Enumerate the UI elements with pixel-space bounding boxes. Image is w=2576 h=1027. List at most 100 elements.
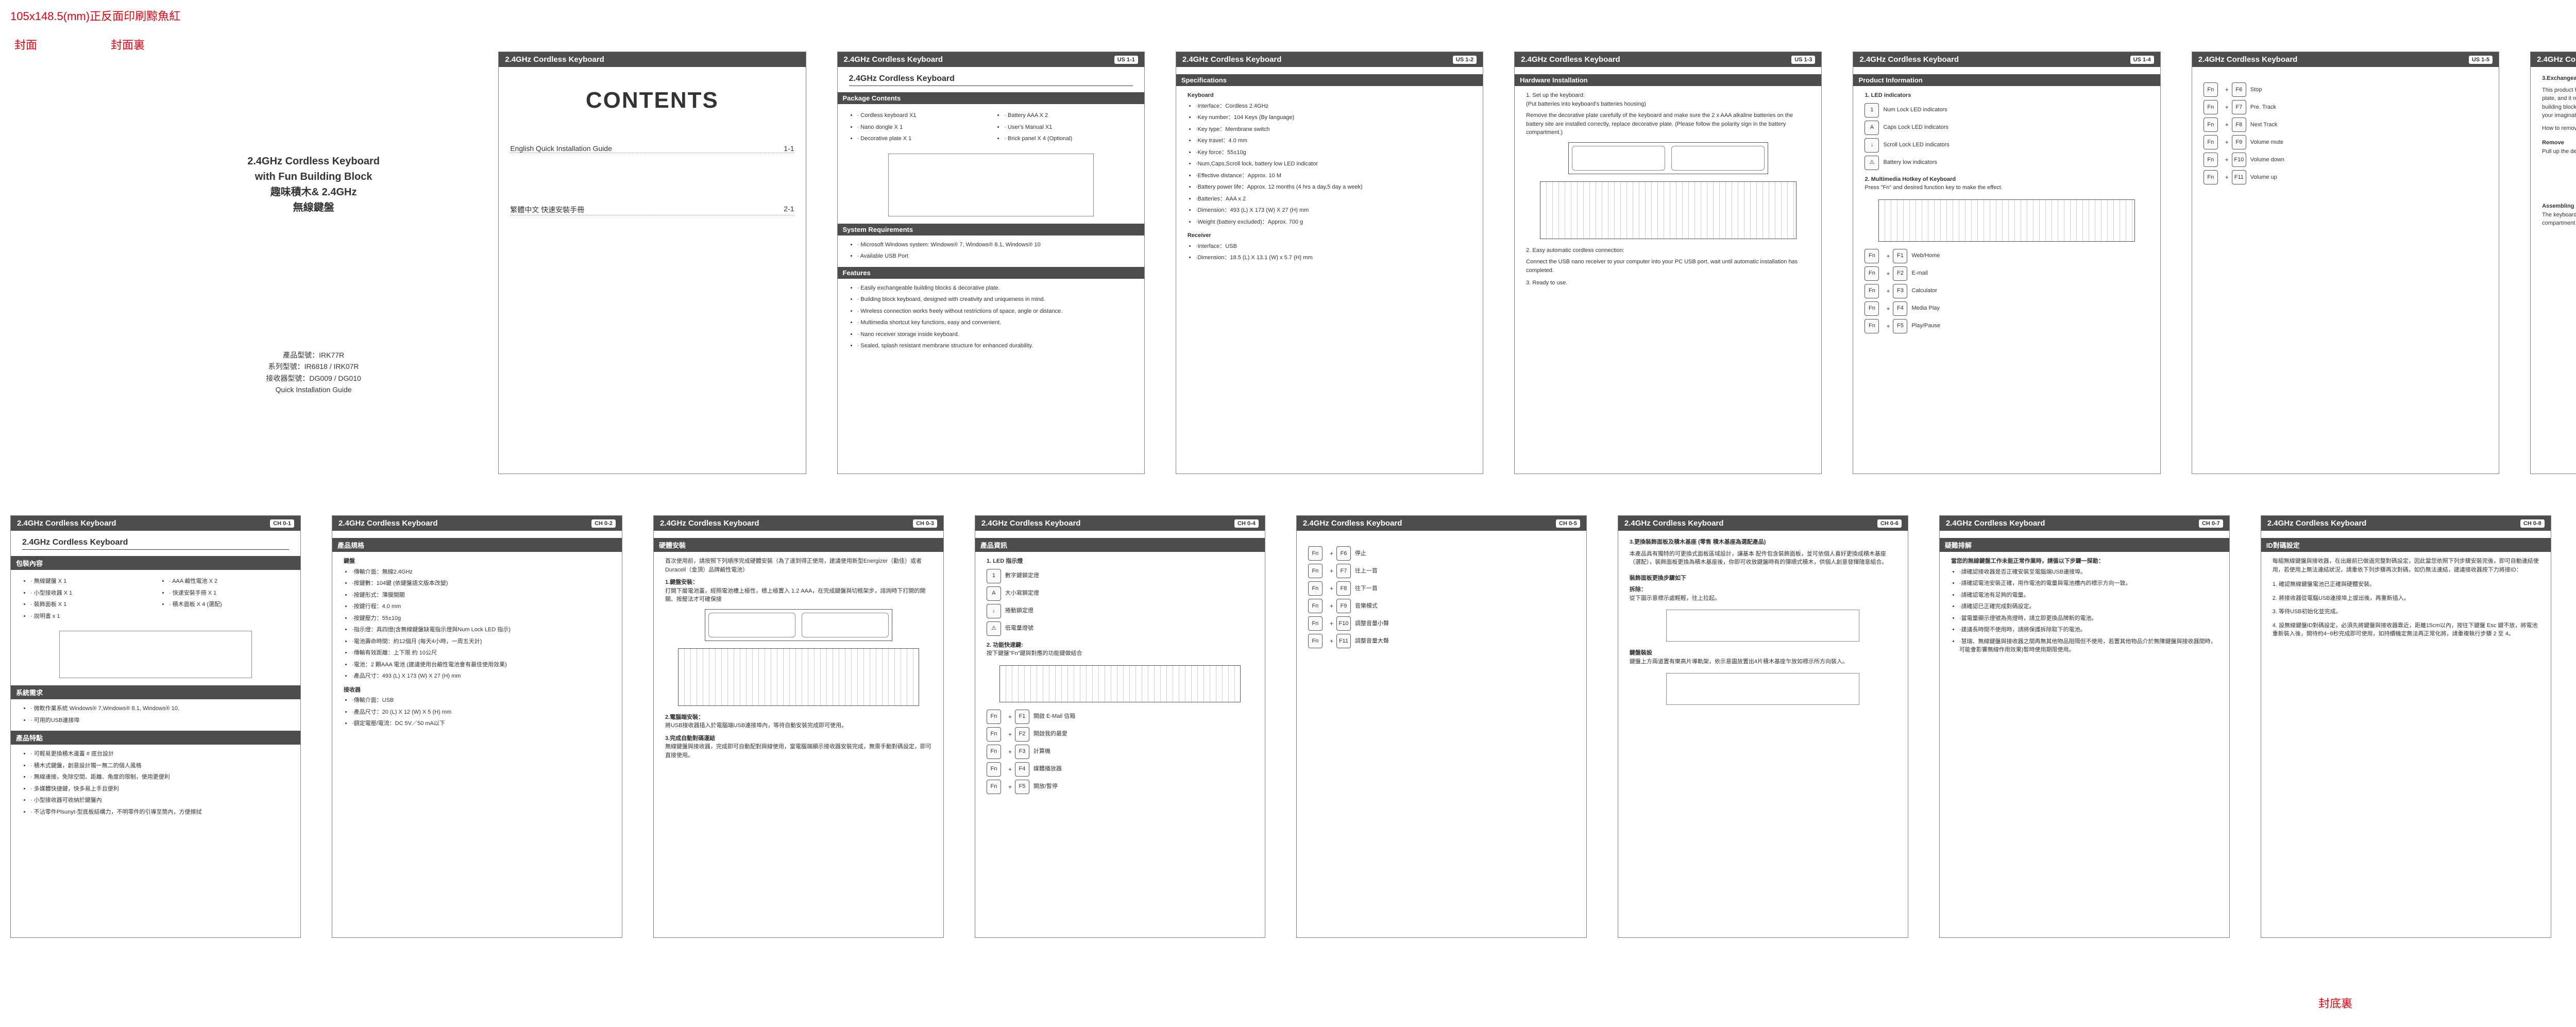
panel-us-6: 2.4GHz Cordless KeyboardUS 1-6 3.Exchang… [2530,52,2576,474]
keycap: F9 [1336,599,1351,613]
list-item: ·按鍵形式：薄膜開關 [352,591,611,600]
keycap: F7 [2232,100,2246,114]
led-icon: ⚠ [1865,156,1879,170]
page-badge: CH 0-6 [1877,519,1902,528]
hotkey-label: 調整音量大聲 [1355,637,1389,646]
id-bar: ID對碼設定 [2261,538,2551,552]
keycap: F6 [2232,82,2246,97]
panel-us-5: 2.4GHz Cordless KeyboardUS 1-5 Fn+F6Stop… [2192,52,2499,474]
asm-text: The keyboard has built-in block style ra… [2542,211,2576,228]
feat-bar: 產品特點 [11,731,300,745]
remove-text: 從下圖示意標示處輕輕，往上拉起。 [1630,594,1896,603]
step: 1.鍵盤安裝： [665,578,932,587]
list-item: · Brick panel X 4 (Optional) [1004,134,1133,143]
list-item: ·按鍵數：104鍵 (依鍵盤語文版本改變) [352,579,611,588]
list-item: · 小型接收器可收納於鍵盤內 [30,796,289,805]
hotkey-label: 調整音量小聲 [1355,619,1389,628]
step: 2. 將接收器從電腦USB連接埠上拔出後，再重新插入。 [2273,594,2539,603]
list-item: ·按鍵行程：4.0 mm [352,602,611,611]
keycap: F1 [1893,249,1907,263]
sheet: 105x148.5(mm)正反面印刷黥魚紅 封面 封面裏 封底裏 封底 2.4G… [0,0,2576,1027]
list-item: · Wireless connection works freely witho… [857,307,1133,316]
cover-guide: Quick Installation Guide [171,384,456,395]
hotkey-label: 媒體播放器 [1033,765,1062,773]
hotkey-label: Calculator [1911,287,1937,295]
panel-us-1: 2.4GHz Cordless KeyboardUS 1-1 2.4GHz Co… [837,52,1145,474]
row-top: 2.4GHz Cordless Keyboard with Fun Buildi… [0,52,2576,474]
bar-label: 2.4GHz Cordless Keyboard [1624,519,1724,528]
step: Remove the decorative plate carefully of… [1526,111,1810,137]
bar-label: 2.4GHz Cordless Keyboard [1303,519,1402,528]
list-item: · Decorative plate X 1 [857,134,986,143]
list-item: · AAA 鹼性電池 X 2 [169,577,289,586]
list-item: · 積木面板 X 4 (選配) [169,600,289,609]
led-label: Caps Lock LED indicators [1883,123,1948,132]
list-item: ·Interface：USB [1196,242,1471,251]
list-item: · 不沾零件Plsunyt-型底板結構力，不明零件的引導至筒內，方便擦拭 [30,808,289,817]
hotkey-label: Volume down [2250,156,2284,164]
bar-label: 2.4GHz Cordless Keyboard [1946,519,2045,528]
pkg-list-l: · Cordless keyboard X1 · Nano dongle X 1… [849,111,986,143]
keyboard-illustration [678,648,919,706]
step: 3. 等待USB初始化並完成。 [2273,608,2539,616]
panel-cn-2: 2.4GHz Cordless KeyboardCH 0-3 硬體安裝 首次使用… [653,515,944,938]
step: 2. Easy automatic cordless connection: [1526,246,1810,255]
list-item: · 裝飾面板 X 1 [30,600,150,609]
cover-receiver: 接收器型號：DG009 / DG010 [171,373,456,384]
cover-title-cn: 趣味積木& 2.4GHz [171,184,456,200]
list-item: ·指示燈：具四燈(含無線鍵盤缺電指示燈與Num Lock LED 指示) [352,626,611,634]
list-item: · 無線鍵盤 X 1 [30,577,150,586]
body-text: 本產品具有獨特的可更換式面板區域設計，讓基本 配件包含裝飾面板，並可依個人喜好更… [1630,550,1896,567]
subtitle: 2.4GHz Cordless Keyboard [849,74,1133,86]
toc-item1: English Quick Installation Guide [510,144,612,153]
hotkey-label: Play/Pause [1911,322,1940,330]
cover-title-cn2: 無線鍵盤 [171,200,456,215]
panel-us-4: 2.4GHz Cordless KeyboardUS 1-4 Product I… [1853,52,2160,474]
ts-bar: 疑難排解 [1940,538,2229,552]
panel-cn-4: 2.4GHz Cordless KeyboardCH 0-5 Fn+F6停止 F… [1296,515,1587,938]
list-item: · Available USB Port [857,252,1133,261]
bar-label: 2.4GHz Cordless Keyboard [17,519,116,528]
hotkey-label: Pre. Track [2250,103,2276,112]
list-item: ·Key force：55±10g [1196,148,1471,157]
pkg-bar: 包裝內容 [11,556,300,570]
pkg-illustration [59,631,252,678]
bar-label: 2.4GHz Cordless Keyboard [844,55,943,64]
cover-model: 產品型號：IRK77R [171,349,456,361]
keycap: F8 [2232,117,2246,132]
keycap: F8 [1336,581,1351,596]
page-badge: CH 0-7 [2199,519,2223,528]
page-badge: US 1-4 [2130,56,2154,64]
keycap: F1 [1015,710,1029,724]
toc-item2: 繁體中文 快速安裝手冊 [510,205,584,215]
kb-h: 鍵盤 [344,557,611,566]
hotkey-label: Media Play [1911,304,1939,313]
hotkey-list: Fn+F6Stop Fn+F7Pre. Track Fn+F8Next Trac… [2204,82,2487,184]
list-item: ·Interface：Cordless 2.4GHz [1196,102,1471,111]
led-list: 1Num Lock LED indicators ACaps Lock LED … [1865,103,2148,170]
list-item: ·Dimension：18.5 (L) X 13.1 (W) x 5.7 (H)… [1196,254,1471,262]
bar-label: 2.4GHz Cordless Keyboard [338,519,438,528]
hot-h: 2. Multimedia Hotkey of Keyboard [1865,175,2148,184]
list-item: · 說明書 x 1 [30,612,150,621]
panel-us-3: 2.4GHz Cordless KeyboardUS 1-3 Hardware … [1514,52,1822,474]
keycap: F11 [2232,170,2246,184]
keycap: F4 [1893,301,1907,316]
hotkey-label: Next Track [2250,121,2278,129]
feat-bar: Features [838,267,1144,279]
list-item: ·按鍵壓力：55±10g [352,614,611,623]
body-text: How to remove and assemble the block pla… [2542,124,2576,133]
keyboard-illustration [1540,181,1797,239]
led-label: 大小寫鎖定燈 [1005,589,1039,598]
list-item: · 可輕易更換積木邊蓋 # 底台設計 [30,750,289,759]
bar-label: 2.4GHz Cordless Keyboard [2198,55,2298,64]
list-item: · User's Manual X1 [1004,123,1133,132]
step: 1. 確認無線鍵盤電池已正確與硬體安裝。 [2273,580,2539,589]
page-badge: CH 0-3 [913,519,937,528]
panel-cn-3: 2.4GHz Cordless KeyboardCH 0-4 產品資訊 1. L… [975,515,1265,938]
print-spec: 105x148.5(mm)正反面印刷黥魚紅 [10,7,180,24]
cover-panel: 2.4GHz Cordless Keyboard with Fun Buildi… [160,52,467,474]
remove-h: Remove [2542,139,2576,147]
list-item: ·傳輸有效距離：上下限 約 10公尺 [352,649,611,658]
mark-back2: 封底裏 [2318,995,2352,1011]
